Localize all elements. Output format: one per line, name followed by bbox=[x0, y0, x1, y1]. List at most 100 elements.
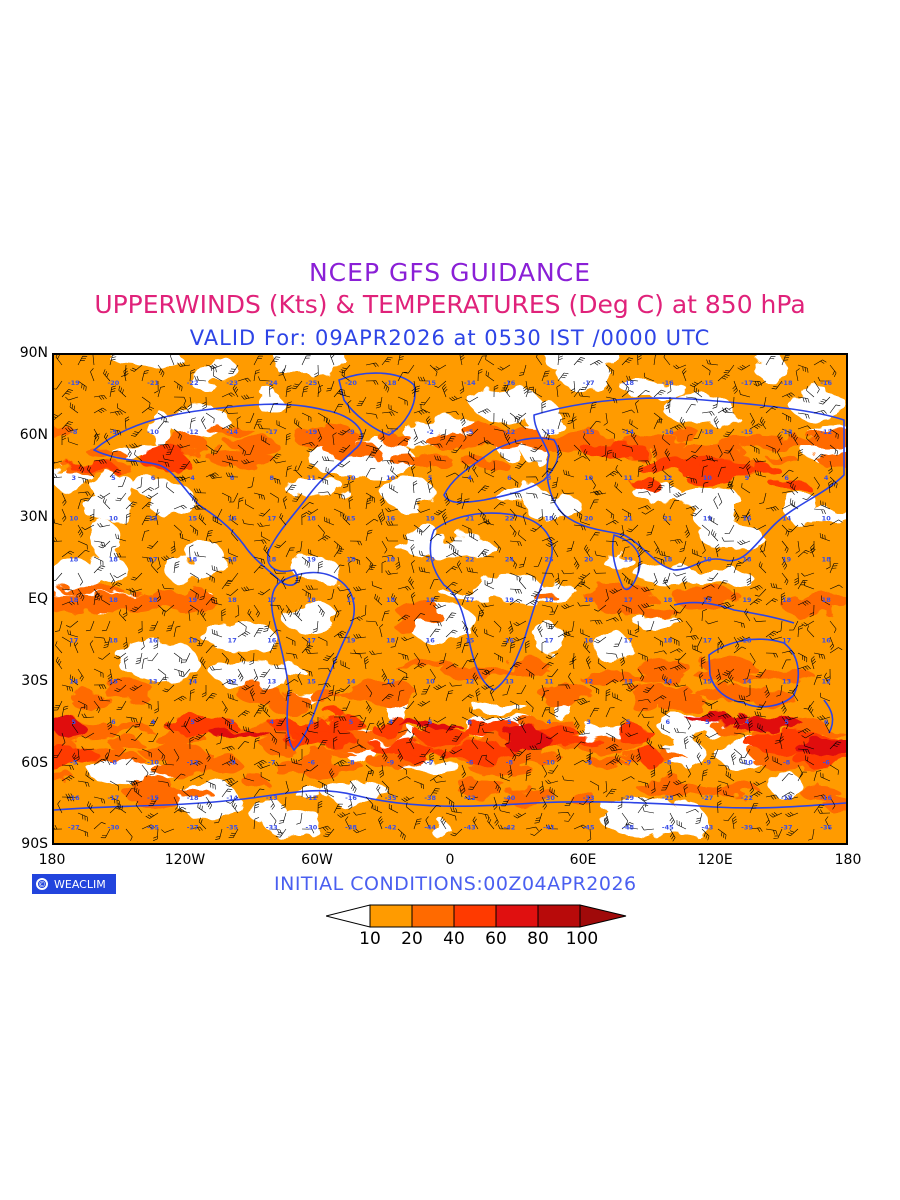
lat-label-30n: 30N bbox=[19, 509, 48, 525]
wind-barb bbox=[54, 459, 63, 464]
wind-barb bbox=[746, 572, 752, 586]
wind-barb bbox=[567, 412, 575, 425]
wind-barb bbox=[685, 433, 693, 446]
temperature-label: -19 bbox=[68, 379, 80, 387]
wind-barb bbox=[301, 700, 312, 710]
temperature-label: 12 bbox=[663, 474, 672, 482]
wind-barb bbox=[337, 812, 351, 818]
temperature-label: 19 bbox=[782, 555, 792, 563]
calm-patch bbox=[675, 570, 754, 586]
wind-barb bbox=[125, 716, 138, 723]
calm-patch bbox=[493, 487, 549, 501]
wind-barb bbox=[653, 650, 667, 655]
wind-barb bbox=[385, 570, 399, 575]
wind-band-patch bbox=[808, 591, 846, 604]
temperature-label: 13 bbox=[505, 677, 514, 685]
wind-barb bbox=[477, 485, 490, 494]
wind-barb bbox=[247, 609, 255, 622]
wind-barb bbox=[797, 580, 808, 590]
wind-barb bbox=[141, 556, 154, 563]
wind-barb bbox=[684, 524, 690, 538]
wind-barb bbox=[157, 460, 170, 468]
wind-barb bbox=[675, 604, 687, 614]
wind-barb bbox=[802, 492, 815, 501]
temperature-label: -12 bbox=[187, 759, 199, 767]
wind-barb bbox=[641, 508, 655, 515]
wind-barb bbox=[445, 612, 457, 622]
wind-barb bbox=[442, 512, 448, 526]
wind-barb bbox=[777, 448, 783, 462]
temperature-label: 18 bbox=[148, 596, 158, 604]
calm-patch bbox=[92, 520, 120, 561]
wind-barb bbox=[695, 812, 703, 825]
wind-barb bbox=[420, 724, 431, 734]
calm-patch bbox=[150, 412, 173, 448]
legend-swatch-10-20 bbox=[369, 904, 413, 928]
wind-barb bbox=[54, 824, 63, 830]
temperature-label: -3 bbox=[387, 428, 394, 436]
wind-barb bbox=[236, 416, 241, 430]
lon-label-180e: 180 bbox=[834, 852, 862, 868]
wind-barb bbox=[617, 608, 623, 622]
wind-barb bbox=[365, 684, 373, 698]
wind-barb bbox=[635, 748, 641, 762]
wind-barb bbox=[715, 668, 722, 682]
wind-band-patch bbox=[88, 593, 163, 613]
wind-barb bbox=[281, 576, 287, 590]
temperature-label: 8 bbox=[547, 474, 552, 482]
temperature-label: -45 bbox=[583, 824, 595, 832]
wind-barb bbox=[525, 826, 539, 831]
wind-barb bbox=[365, 529, 373, 542]
wind-barb bbox=[742, 668, 751, 680]
wind-barb bbox=[605, 508, 615, 520]
wind-barb bbox=[755, 668, 767, 678]
temperature-label: -20 bbox=[345, 379, 357, 387]
wind-barb bbox=[259, 668, 271, 678]
temperature-label: -8 bbox=[70, 428, 78, 436]
wind-barb bbox=[237, 741, 249, 750]
wind-barb bbox=[489, 412, 495, 426]
wind-barb bbox=[637, 708, 648, 718]
calm-patch bbox=[269, 355, 346, 377]
wind-barb bbox=[380, 428, 385, 442]
wind-barb bbox=[378, 816, 384, 830]
wind-barb bbox=[593, 636, 607, 644]
wind-barb bbox=[317, 412, 327, 423]
wind-barb bbox=[589, 707, 600, 718]
wind-barb bbox=[225, 780, 239, 787]
wind-barb bbox=[556, 444, 563, 458]
wind-barb bbox=[693, 386, 703, 398]
wind-barb bbox=[253, 355, 264, 366]
temperature-label: 18 bbox=[386, 555, 396, 563]
wind-barb bbox=[481, 684, 495, 690]
wind-barb bbox=[77, 668, 84, 682]
wind-barb bbox=[557, 372, 569, 382]
temperature-label: -37 bbox=[187, 824, 199, 832]
wind-barb bbox=[541, 572, 555, 578]
wind-barb bbox=[493, 501, 506, 510]
wind-barb bbox=[797, 425, 811, 430]
temperature-label: 11 bbox=[544, 677, 554, 685]
wind-barb bbox=[241, 394, 255, 400]
wind-barb bbox=[154, 380, 159, 394]
wind-barb bbox=[296, 812, 303, 825]
temperature-label: -37 bbox=[781, 824, 793, 832]
wind-barb bbox=[173, 748, 180, 762]
wind-barb bbox=[221, 580, 233, 590]
calm-patch bbox=[470, 702, 528, 712]
wind-barb bbox=[813, 380, 820, 394]
wind-barb bbox=[339, 364, 351, 373]
wind-barb bbox=[200, 608, 207, 622]
temperature-label: 18 bbox=[228, 596, 238, 604]
wind-barb bbox=[630, 753, 639, 766]
temperature-label: -14 bbox=[464, 379, 476, 387]
temperature-label: -9 bbox=[347, 428, 355, 436]
wind-barb bbox=[585, 656, 592, 670]
wind-band-patch bbox=[582, 585, 654, 606]
wind-barb bbox=[397, 371, 408, 382]
temperature-label: -18 bbox=[781, 379, 793, 387]
temperature-label: 6 bbox=[309, 718, 314, 726]
wind-barb bbox=[81, 732, 95, 739]
wind-barb bbox=[578, 391, 591, 398]
wind-barb bbox=[269, 643, 279, 654]
